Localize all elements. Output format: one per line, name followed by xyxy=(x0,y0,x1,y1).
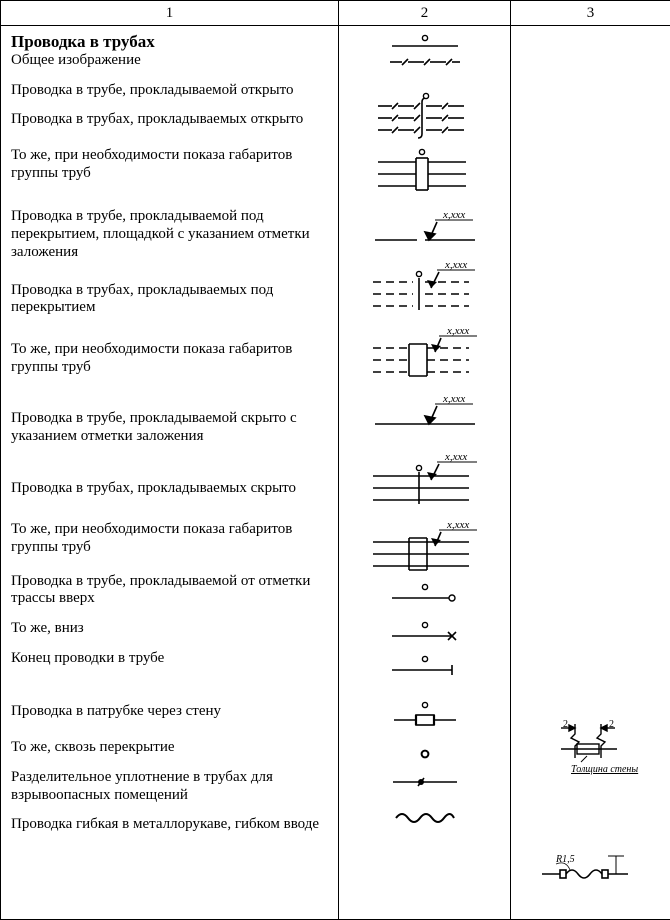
desc-flexible: Проводка гибкая в металлорукаве, гибком … xyxy=(11,816,328,834)
section-title: Проводка в трубах xyxy=(11,32,328,52)
sym-pipes-hidden-gab: x,xxx xyxy=(349,518,500,578)
desc-pipes-under: Проводка в трубах, прокладываемых под пе… xyxy=(11,282,328,317)
svg-text:Толщина стены: Толщина стены xyxy=(571,764,638,775)
page: 1 2 3 Проводка в трубах Общее изображени… xyxy=(0,0,670,920)
svg-text:2: 2 xyxy=(563,720,568,730)
sym-sleeve-floor xyxy=(349,744,500,770)
sym-pipe-end xyxy=(349,654,500,696)
desc-pipe-open: Проводка в трубе, прокладываемой открыто xyxy=(11,82,328,100)
col3-cell: 2 2 Толщина стены xyxy=(511,26,670,920)
sym-pipe-under-mark: x,xxx xyxy=(349,206,500,254)
desc-pipes-open: Проводка в трубах, прокладываемых открыт… xyxy=(11,111,328,129)
sym-pipe-hidden-mark: x,xxx xyxy=(349,390,500,446)
col-header-1: 1 xyxy=(1,1,339,26)
header-row: 1 2 3 xyxy=(1,1,670,26)
desc-general: Общее изображение xyxy=(11,52,328,70)
svg-text:x,xxx: x,xxx xyxy=(444,259,467,271)
desc-pipes-hidden-gab: То же, при необходимости показа габарито… xyxy=(11,521,328,556)
sym-pipe-open xyxy=(349,74,500,88)
desc-pipe-hidden-mark: Проводка в трубе, прокладываемой скрыто … xyxy=(11,410,328,445)
sym-flexible xyxy=(349,808,500,834)
desc-pipe-end: Конец проводки в трубе xyxy=(11,650,328,668)
sym-pipes-open xyxy=(349,92,500,142)
desc-pipes-open-gab: То же, при необходимости показа габарито… xyxy=(11,147,328,182)
sym-pipes-under-gab: x,xxx xyxy=(349,324,500,386)
sym-pipes-hidden: x,xxx xyxy=(349,450,500,514)
desc-pipes-under-gab: То же, при необходимости показа габарито… xyxy=(11,341,328,376)
desc-sleeve-floor: То же, сквозь перекрытие xyxy=(11,739,328,757)
desc-pipe-down: То же, вниз xyxy=(11,620,328,638)
svg-text:2: 2 xyxy=(609,720,614,730)
svg-text:x,xxx: x,xxx xyxy=(442,209,465,221)
desc-explosion-seal: Разделительное уплотнение в трубах для в… xyxy=(11,769,328,804)
sym-pipes-under: x,xxx xyxy=(349,258,500,320)
sym-pipe-down xyxy=(349,620,500,650)
col-header-2: 2 xyxy=(339,1,511,26)
sym-explosion-seal xyxy=(349,774,500,804)
sym-sleeve-wall xyxy=(349,700,500,740)
desc-pipe-under-mark: Проводка в трубе, прокладываемой под пер… xyxy=(11,208,328,261)
col-header-3: 3 xyxy=(511,1,670,26)
desc-pipe-up: Проводка в трубе, прокладываемой от отме… xyxy=(11,573,328,608)
sym-general xyxy=(349,32,500,70)
symbols-cell: x,xxx x,xxx xyxy=(339,26,511,920)
col3-flex-detail: R1,5 xyxy=(521,850,660,884)
desc-sleeve-wall: Проводка в патрубке через стену xyxy=(11,703,328,721)
col3-wall-detail: 2 2 Толщина стены xyxy=(521,720,660,776)
symbols-table: 1 2 3 Проводка в трубах Общее изображени… xyxy=(0,0,670,920)
sym-pipes-open-gab xyxy=(349,146,500,202)
descriptions-cell: Проводка в трубах Общее изображение Пров… xyxy=(1,26,339,920)
svg-text:x,xxx: x,xxx xyxy=(446,325,469,337)
svg-text:x,xxx: x,xxx xyxy=(444,451,467,463)
svg-text:x,xxx: x,xxx xyxy=(446,519,469,531)
svg-text:x,xxx: x,xxx xyxy=(442,393,465,405)
sym-pipe-up xyxy=(349,582,500,616)
desc-pipes-hidden: Проводка в трубах, прокладываемых скрыто xyxy=(11,480,328,498)
